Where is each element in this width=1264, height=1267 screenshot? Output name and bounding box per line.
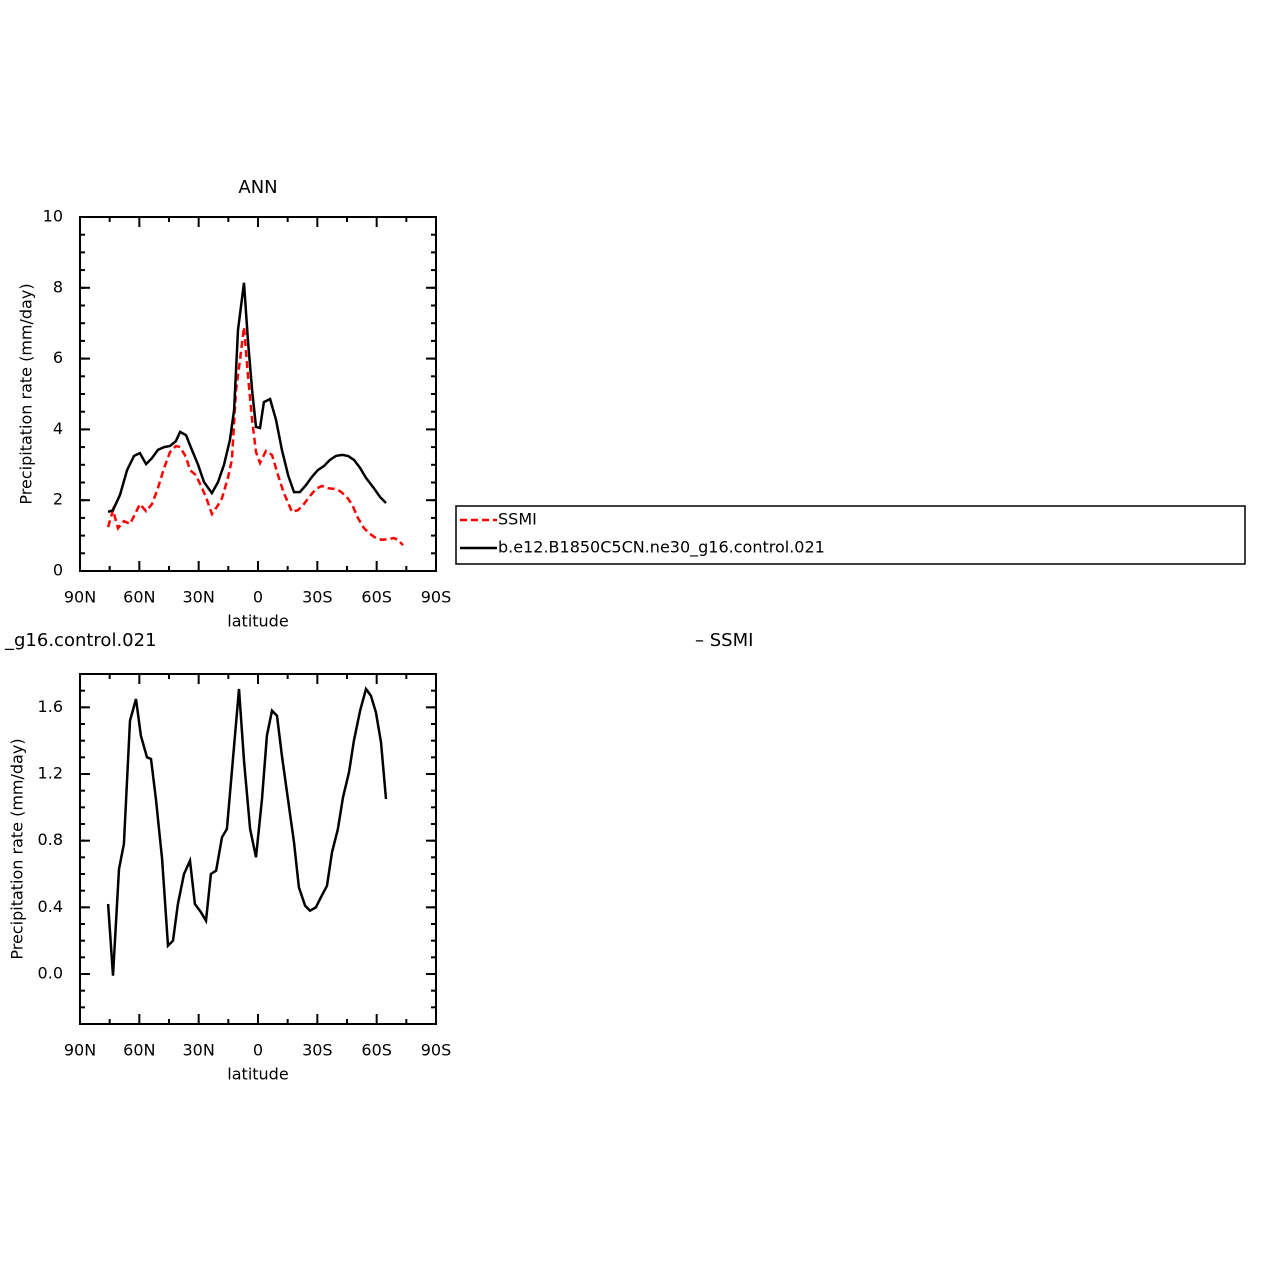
chart-title: ANN [238, 177, 277, 198]
x-tick-label: 90S [421, 1041, 452, 1060]
data-line [106, 686, 388, 976]
x-tick-label: 30S [302, 588, 333, 607]
y-tick-label: 10 [43, 207, 63, 226]
y-tick-label: 1.2 [38, 764, 63, 783]
x-tick-label: 60N [123, 588, 155, 607]
y-tick-label: 1.6 [38, 697, 63, 716]
right-title: – SSMI [695, 630, 753, 651]
left-title: _g16.control.021 [4, 630, 157, 651]
legend-box [455, 505, 1246, 565]
legend-label: SSMI [498, 510, 537, 529]
y-tick-label: 0.4 [38, 897, 63, 916]
y-tick-label: 0.8 [38, 830, 63, 849]
x-tick-label: 90S [421, 588, 452, 607]
y-tick-label: 0 [53, 561, 63, 580]
y-tick-label: 6 [53, 348, 63, 367]
x-tick-label: 60S [361, 588, 392, 607]
x-tick-label: 60S [361, 1041, 392, 1060]
data-line [107, 282, 387, 514]
y-tick-label: 4 [53, 419, 63, 438]
y-tick-label: 2 [53, 490, 63, 509]
x-tick-label: 30N [183, 1041, 215, 1060]
x-axis-label: latitude [227, 612, 288, 631]
x-tick-label: 0 [253, 1041, 263, 1060]
y-axis-label: Precipitation rate (mm/day) [8, 738, 27, 959]
data-line [106, 326, 404, 547]
y-tick-label: 8 [53, 277, 63, 296]
x-tick-label: 60N [123, 1041, 155, 1060]
y-tick-label: 0.0 [38, 964, 63, 983]
x-axis-label: latitude [227, 1065, 288, 1084]
x-tick-label: 30S [302, 1041, 333, 1060]
legend-label: b.e12.B1850C5CN.ne30_g16.control.021 [498, 538, 825, 558]
x-tick-label: 0 [253, 588, 263, 607]
y-axis-label: Precipitation rate (mm/day) [17, 283, 36, 504]
x-tick-label: 90N [64, 1041, 96, 1060]
x-tick-label: 30N [183, 588, 215, 607]
x-tick-label: 90N [64, 588, 96, 607]
